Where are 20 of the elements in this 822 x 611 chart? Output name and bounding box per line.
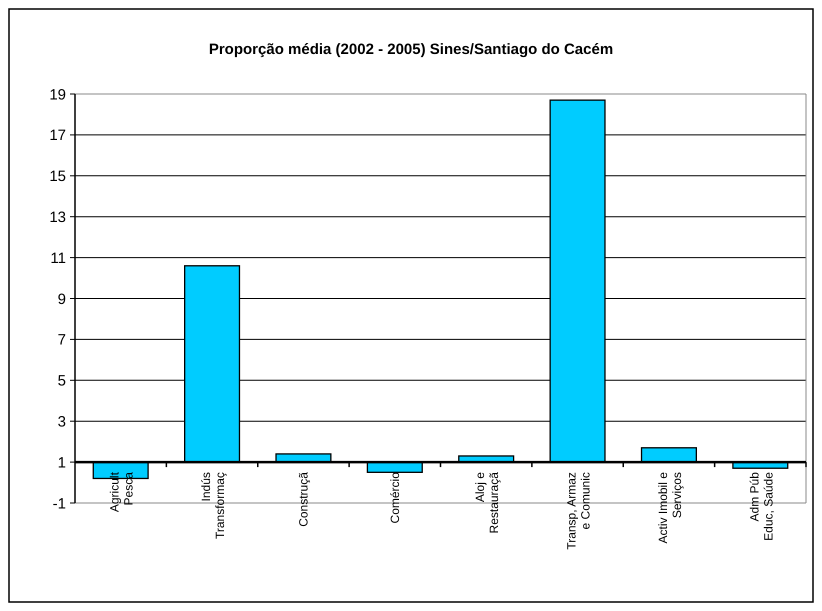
y-tick-label: 1 — [58, 454, 66, 472]
y-tick-label: 5 — [58, 372, 66, 390]
y-tick-label: 11 — [50, 250, 66, 267]
y-tick-label: 15 — [49, 168, 66, 186]
x-tick-label: Agricult Pesca — [108, 471, 136, 512]
x-tick-label: Adm Púb Educ, Saúde — [747, 472, 776, 541]
x-tick-label: Transp, Armaz e Comunic — [564, 472, 593, 550]
chart-title: Proporção média (2002 - 2005) Sines/Santiago do Cacém — [208, 41, 614, 58]
y-tick-label: 7 — [58, 332, 66, 349]
x-tick-label: Construçã — [296, 472, 310, 527]
y-tick-label: 3 — [58, 413, 66, 430]
x-tick-label: Aloj e Restauraçã — [473, 472, 502, 534]
y-tick-label: -1 — [52, 495, 66, 512]
y-tick-label: 19 — [49, 86, 66, 104]
y-tick-label: 17 — [49, 127, 66, 144]
x-tick-label: Activ Imobil e Serviços — [656, 472, 684, 544]
x-tick-label: Indús Transformaç — [199, 472, 228, 540]
y-tick-label: 13 — [49, 208, 66, 226]
y-tick-label: 9 — [58, 290, 66, 308]
x-tick-label: Comércio — [388, 472, 402, 524]
